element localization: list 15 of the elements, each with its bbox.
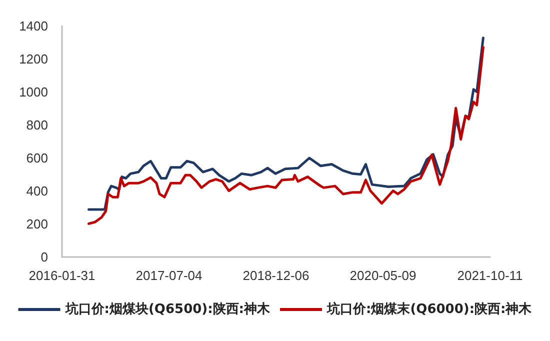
legend-label: 坑口价:烟煤块(Q6500):陕西:神木 (64, 301, 271, 317)
legend-label: 坑口价:烟煤末(Q6000):陕西:神木 (326, 301, 533, 317)
x-tick-label: 2018-12-06 (242, 268, 310, 283)
x-tick-label: 2017-07-04 (136, 268, 202, 283)
y-tick-label: 0 (40, 250, 48, 264)
x-tick-label: 2021-10-11 (457, 268, 523, 283)
y-tick-label: 1200 (19, 52, 48, 66)
y-tick-label: 1400 (19, 18, 48, 34)
y-tick-label: 1000 (19, 84, 48, 100)
y-tick-label: 600 (26, 150, 48, 166)
y-tick-label: 800 (26, 118, 48, 132)
y-tick-label: 400 (26, 184, 48, 198)
x-tick-label: 2016-01-31 (28, 268, 96, 283)
y-tick-label: 200 (26, 216, 48, 232)
x-tick-label: 2020-05-09 (350, 268, 416, 283)
